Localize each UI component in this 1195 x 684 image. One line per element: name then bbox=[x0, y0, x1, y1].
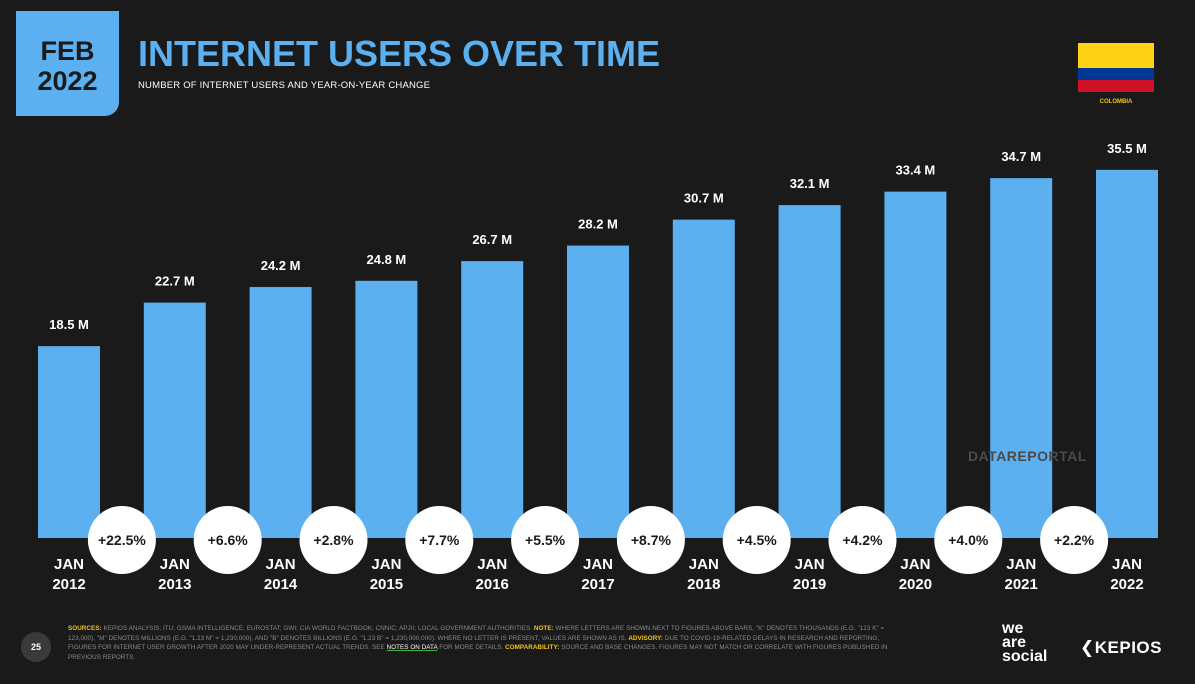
advisory-text: DUE TO COVID-19-RELATED DELAYS IN RESEAR… bbox=[68, 634, 880, 652]
change-badge-2 bbox=[299, 506, 368, 574]
kepios-mark-icon: ❮ bbox=[1080, 638, 1095, 657]
bar-2018 bbox=[672, 219, 735, 538]
bar-2020 bbox=[884, 191, 947, 539]
country-label: COLOMBIA bbox=[1099, 99, 1133, 105]
change-label-7: +4.2% bbox=[842, 532, 883, 548]
value-label-2014: 24.2 M bbox=[261, 258, 301, 273]
kepios-logo: ❮KEPIOS bbox=[1080, 638, 1162, 658]
x-tick-year-2013: 2013 bbox=[158, 576, 191, 593]
notes-on-data-link[interactable]: NOTES ON DATA bbox=[386, 644, 438, 652]
sources-label: SOURCES: bbox=[68, 625, 102, 632]
change-badge-0 bbox=[87, 506, 156, 574]
x-tick-year-2012: 2012 bbox=[52, 576, 85, 593]
note-text: WHERE LETTERS ARE SHOWN NEXT TO FIGURES … bbox=[68, 625, 885, 642]
x-tick-year-2018: 2018 bbox=[687, 576, 720, 593]
we-are-social-logo: we are social bbox=[1002, 620, 1048, 665]
comparability-text: SOURCE AND BASE CHANGES. FIGURES MAY NOT… bbox=[68, 644, 888, 661]
change-badge-5 bbox=[616, 506, 685, 574]
value-label-2015: 24.8 M bbox=[367, 252, 407, 267]
bar-2019 bbox=[778, 205, 841, 538]
value-label-2016: 26.7 M bbox=[472, 232, 512, 247]
value-label-2018: 30.7 M bbox=[684, 191, 724, 206]
x-tick-month-2014: JAN bbox=[266, 556, 296, 573]
bar-2022 bbox=[1096, 169, 1158, 538]
value-label-2013: 22.7 M bbox=[155, 274, 195, 289]
x-tick-year-2015: 2015 bbox=[370, 576, 403, 593]
colombia-flag-icon bbox=[1078, 43, 1154, 92]
change-badge-4 bbox=[511, 506, 580, 574]
bar-2017 bbox=[567, 245, 629, 538]
bar-2013 bbox=[143, 302, 206, 538]
change-badge-3 bbox=[405, 506, 474, 574]
x-tick-year-2014: 2014 bbox=[264, 576, 298, 593]
date-year: 2022 bbox=[37, 66, 98, 96]
bar-2014 bbox=[249, 287, 312, 538]
x-tick-month-2013: JAN bbox=[160, 556, 190, 573]
brand-are: are bbox=[1002, 634, 1027, 651]
change-label-6: +4.5% bbox=[737, 532, 778, 548]
page-subtitle: NUMBER OF INTERNET USERS AND YEAR-ON-YEA… bbox=[138, 80, 431, 91]
x-tick-month-2017: JAN bbox=[583, 556, 613, 573]
comparability-label: COMPARABILITY: bbox=[505, 644, 560, 652]
page-number: 25 bbox=[21, 632, 51, 662]
change-label-8: +4.0% bbox=[948, 532, 989, 548]
brand-kepios: KEPIOS bbox=[1094, 638, 1162, 657]
bar-2015 bbox=[355, 280, 418, 538]
value-label-2017: 28.2 M bbox=[578, 217, 618, 232]
advisory-tail: FOR MORE DETAILS. bbox=[439, 644, 504, 652]
x-tick-month-2022: JAN bbox=[1112, 556, 1142, 573]
advisory-label: ADVISORY: bbox=[628, 634, 664, 642]
x-tick-month-2020: JAN bbox=[900, 556, 930, 573]
x-tick-year-2021: 2021 bbox=[1005, 576, 1038, 593]
change-badge-9 bbox=[1040, 506, 1109, 574]
value-label-2012: 18.5 M bbox=[49, 317, 89, 332]
x-tick-year-2019: 2019 bbox=[793, 576, 826, 593]
value-label-2022: 35.5 M bbox=[1107, 141, 1147, 156]
x-tick-month-2016: JAN bbox=[477, 556, 507, 573]
date-badge: FEB 2022 bbox=[16, 11, 119, 116]
x-tick-year-2020: 2020 bbox=[899, 576, 932, 593]
bar-2021 bbox=[990, 178, 1053, 538]
change-label-2: +2.8% bbox=[313, 532, 354, 548]
date-month: FEB bbox=[40, 36, 95, 66]
x-tick-month-2019: JAN bbox=[795, 556, 825, 573]
change-badge-6 bbox=[722, 506, 791, 574]
x-tick-month-2012: JAN bbox=[54, 556, 84, 573]
x-tick-month-2018: JAN bbox=[689, 556, 719, 573]
x-tick-month-2021: JAN bbox=[1006, 556, 1036, 573]
x-tick-month-2015: JAN bbox=[371, 556, 401, 573]
change-label-9: +2.2% bbox=[1054, 532, 1095, 548]
bar-2012 bbox=[38, 346, 100, 538]
value-label-2019: 32.1 M bbox=[790, 176, 830, 191]
change-label-0: +22.5% bbox=[98, 532, 146, 548]
note-label: NOTE: bbox=[533, 625, 554, 632]
change-badge-8 bbox=[934, 506, 1003, 574]
change-badge-7 bbox=[828, 506, 897, 574]
x-tick-year-2017: 2017 bbox=[581, 576, 614, 593]
x-tick-year-2016: 2016 bbox=[476, 576, 509, 593]
brand-social: social bbox=[1002, 648, 1048, 665]
change-label-3: +7.7% bbox=[419, 532, 460, 548]
change-label-1: +6.6% bbox=[208, 532, 249, 548]
bar-2016 bbox=[461, 261, 524, 538]
change-badge-1 bbox=[193, 506, 262, 574]
brand-we: we bbox=[1002, 620, 1024, 637]
change-label-5: +8.7% bbox=[631, 532, 672, 548]
datareportal-watermark: DATAREPORTAL bbox=[968, 448, 1087, 464]
page-title: INTERNET USERS OVER TIME bbox=[138, 33, 661, 74]
value-label-2020: 33.4 M bbox=[896, 163, 936, 178]
sources-text: KEPIOS ANALYSIS; ITU; GSMA INTELLIGENCE;… bbox=[103, 625, 533, 632]
value-label-2021: 34.7 M bbox=[1001, 149, 1041, 164]
footnotes: SOURCES: KEPIOS ANALYSIS; ITU; GSMA INTE… bbox=[68, 624, 908, 662]
change-label-4: +5.5% bbox=[525, 532, 566, 548]
x-tick-year-2022: 2022 bbox=[1110, 576, 1143, 593]
